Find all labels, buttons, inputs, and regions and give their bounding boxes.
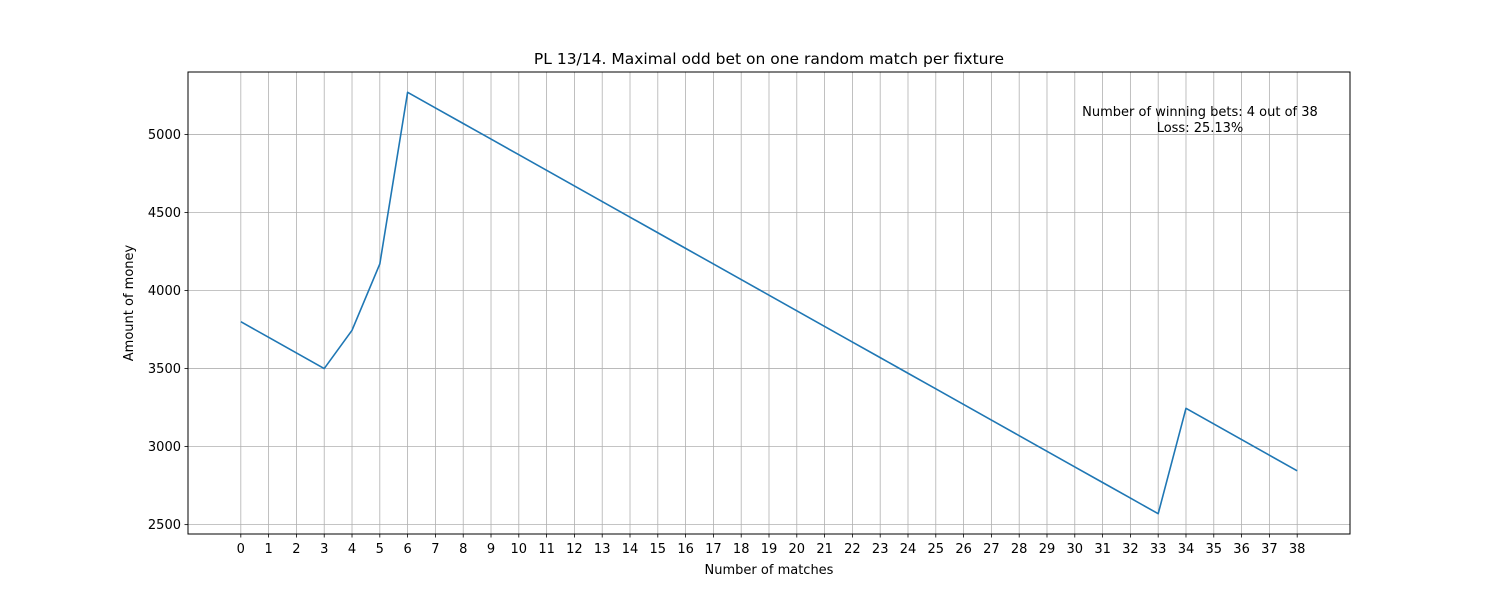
x-tick-label: 25 <box>928 542 945 557</box>
x-tick-label: 11 <box>538 542 555 557</box>
x-tick-label: 29 <box>1039 542 1056 557</box>
x-tick-label: 24 <box>900 542 917 557</box>
y-axis-ticks: 2500 3000 3500 4000 4500 5000 <box>148 128 188 533</box>
x-tick-label: 32 <box>1122 542 1139 557</box>
y-tick-label: 3500 <box>148 362 181 377</box>
x-tick-label: 19 <box>761 542 778 557</box>
series-line <box>240 91 1298 515</box>
x-tick-label: 15 <box>650 542 667 557</box>
y-tick-label: 5000 <box>148 128 181 143</box>
x-tick-label: 6 <box>403 542 411 557</box>
x-axis-ticks: 0 1 2 3 4 5 6 7 8 9 10 11 12 13 14 15 16 17 18 19 20 21 22 23 24… <box>237 534 1306 557</box>
x-tick-label: 12 <box>566 542 583 557</box>
x-tick-label: 17 <box>705 542 722 557</box>
x-tick-label: 2 <box>292 542 300 557</box>
x-tick-label: 18 <box>733 542 750 557</box>
x-tick-label: 35 <box>1206 542 1223 557</box>
x-tick-label: 16 <box>677 542 694 557</box>
x-tick-label: 1 <box>264 542 272 557</box>
x-tick-label: 38 <box>1289 542 1306 557</box>
x-tick-label: 20 <box>789 542 806 557</box>
y-tick-label: 4500 <box>148 206 181 221</box>
x-tick-label: 26 <box>955 542 972 557</box>
x-tick-label: 10 <box>511 542 528 557</box>
x-tick-label: 22 <box>844 542 861 557</box>
y-tick-label: 4000 <box>148 284 181 299</box>
x-tick-label: 9 <box>487 542 495 557</box>
x-tick-label: 4 <box>348 542 356 557</box>
x-tick-label: 34 <box>1178 542 1195 557</box>
chart-title: PL 13/14. Maximal odd bet on one random … <box>534 50 1004 68</box>
grid-lines <box>188 72 1350 534</box>
annotation-loss: Loss: 25.13% <box>1157 121 1244 136</box>
x-tick-label: 36 <box>1233 542 1250 557</box>
x-tick-label: 23 <box>872 542 889 557</box>
x-tick-label: 14 <box>622 542 639 557</box>
x-tick-label: 8 <box>459 542 467 557</box>
x-tick-label: 31 <box>1094 542 1111 557</box>
x-tick-label: 27 <box>983 542 1000 557</box>
x-tick-label: 3 <box>320 542 328 557</box>
x-axis-title: Number of matches <box>705 563 834 578</box>
x-tick-label: 7 <box>431 542 439 557</box>
x-tick-label: 28 <box>1011 542 1028 557</box>
x-tick-label: 5 <box>376 542 384 557</box>
x-tick-label: 30 <box>1067 542 1084 557</box>
series-layer <box>240 91 1298 515</box>
annotation-winning-bets: Number of winning bets: 4 out of 38 <box>1082 105 1318 120</box>
x-tick-label: 37 <box>1261 542 1278 557</box>
y-tick-label: 3000 <box>148 440 181 455</box>
x-tick-label: 13 <box>594 542 611 557</box>
y-axis-title: Amount of money <box>122 244 137 361</box>
x-tick-label: 0 <box>237 542 245 557</box>
y-tick-label: 2500 <box>148 518 181 533</box>
x-tick-label: 33 <box>1150 542 1167 557</box>
x-tick-label: 21 <box>816 542 833 557</box>
